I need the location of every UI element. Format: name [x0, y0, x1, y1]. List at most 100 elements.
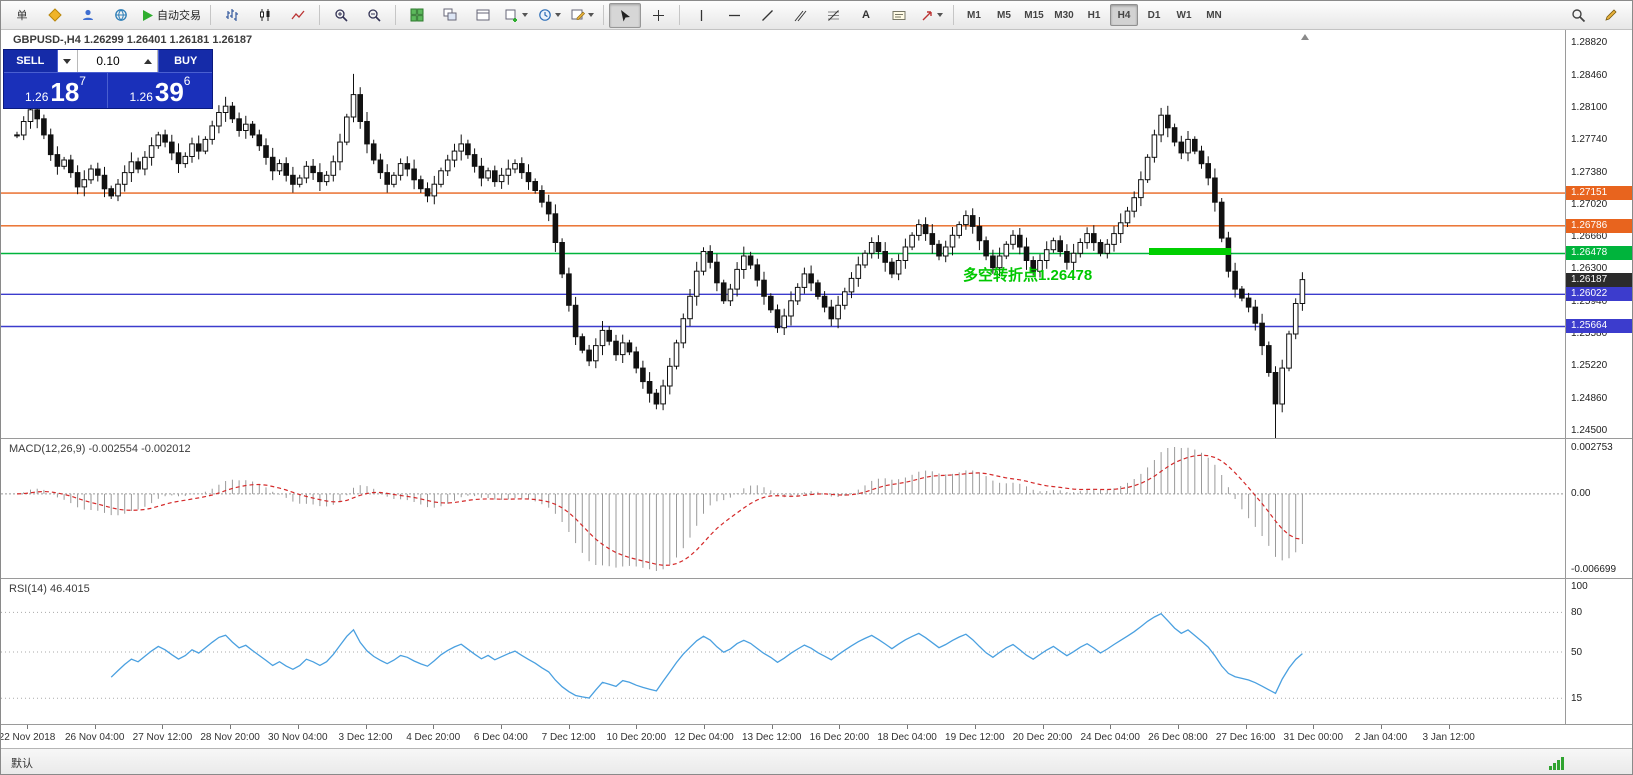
rsi-panel[interactable]: RSI(14) 46.4015	[1, 578, 1565, 724]
rsi-axis-label: 50	[1571, 647, 1583, 658]
timeframe-button-w1[interactable]: W1	[1176, 9, 1192, 21]
time-axis-tick	[1313, 725, 1315, 729]
cursor-tool-icon[interactable]	[609, 2, 641, 28]
level-price-tag: 1.26478	[1566, 246, 1632, 261]
autotrading-button[interactable]: 自动交易	[138, 3, 205, 28]
status-bar: 默认	[1, 748, 1632, 774]
sell-price-pip-digit: 7	[79, 74, 86, 88]
time-axis-tick	[297, 725, 299, 729]
period-button[interactable]	[533, 3, 565, 28]
timeframe-button-m1[interactable]: M1	[967, 9, 981, 21]
line-chart-icon[interactable]	[282, 3, 314, 28]
metaquotes-icon[interactable]	[39, 3, 71, 28]
price-axis-label: 1.26660	[1571, 231, 1608, 243]
chart-shift-marker-icon[interactable]	[1301, 34, 1309, 40]
chevron-down-icon	[587, 13, 594, 17]
timeframe-button-m30[interactable]: M30	[1054, 9, 1074, 21]
price-scale[interactable]: 1.28820 1.28460 1.28100 1.27740 1.27380 1.270…	[1565, 30, 1632, 438]
price-axis-label: 1.28100	[1571, 102, 1608, 113]
bar-chart-icon[interactable]	[216, 3, 248, 28]
zoom-in-icon[interactable]	[325, 3, 357, 28]
buy-price-display[interactable]: 1.26 39 6	[108, 73, 212, 108]
chevron-down-icon	[937, 13, 943, 17]
sell-price-big-digits: 18	[50, 77, 80, 107]
profiles-icon[interactable]	[72, 3, 104, 28]
level-price-tag: 1.26022	[1566, 287, 1632, 302]
rsi-scale[interactable]: 100 80 50 15	[1565, 578, 1632, 724]
tile-windows-icon[interactable]	[401, 3, 433, 28]
macd-axis-zero: 0.00	[1571, 487, 1591, 499]
macd-axis-max: 0.002753	[1571, 442, 1613, 453]
price-axis-label: 1.24860	[1571, 392, 1608, 404]
sell-price-prefix: 1.26	[25, 90, 49, 104]
toolbar-separator	[679, 5, 680, 25]
time-axis-label: 22 Nov 2018	[0, 732, 56, 743]
new-order-button[interactable]: 单	[16, 10, 28, 22]
time-axis-tick	[27, 725, 28, 729]
buy-button[interactable]: BUY	[158, 50, 212, 72]
time-axis[interactable]: 22 Nov 2018 26 Nov 04:00 27 Nov 12:00 28 No…	[0, 724, 1632, 748]
time-axis-label: 3 Jan 12:00	[1422, 732, 1475, 743]
time-axis-tick	[907, 725, 909, 729]
search-icon[interactable]	[1562, 3, 1594, 28]
time-axis-label: 2 Jan 04:00	[1354, 732, 1408, 743]
cascade-windows-icon[interactable]	[434, 3, 466, 28]
macd-label: MACD(12,26,9) -0.002554 -0.002012	[9, 443, 191, 455]
horizontal-line-tool-icon[interactable]	[718, 3, 750, 28]
time-axis-label: 30 Nov 04:00	[268, 732, 328, 743]
time-axis-tick	[94, 725, 96, 729]
time-axis-tick	[1110, 725, 1112, 729]
level-price-tag: 1.27151	[1566, 186, 1632, 201]
time-axis-tick	[704, 725, 705, 729]
macd-panel[interactable]: MACD(12,26,9) -0.002554 -0.002012	[1, 438, 1565, 578]
arrange-windows-icon[interactable]	[467, 3, 499, 28]
time-axis-label: 18 Dec 04:00	[877, 732, 937, 743]
timeframe-button-m5[interactable]: M5	[997, 9, 1011, 21]
lot-size-input[interactable]	[78, 50, 138, 72]
time-axis-label: 16 Dec 20:00	[809, 732, 870, 743]
arrows-tool-icon[interactable]	[916, 3, 948, 28]
timeframe-button-mn[interactable]: MN	[1206, 9, 1222, 21]
fibonacci-tool-icon[interactable]	[817, 3, 849, 28]
time-axis-label: 28 Nov 20:00	[200, 732, 260, 743]
time-axis-label: 27 Dec 16:00	[1215, 732, 1276, 743]
timeframe-button-m15[interactable]: M15	[1024, 9, 1044, 21]
sell-price-display[interactable]: 1.26 18 7	[4, 73, 108, 108]
channel-tool-icon[interactable]	[784, 3, 816, 28]
vertical-line-tool-icon[interactable]	[685, 3, 717, 28]
timeframe-button-h4[interactable]: H4	[1110, 4, 1138, 26]
chevron-down-icon	[63, 58, 72, 64]
candlestick-chart-icon[interactable]	[249, 3, 281, 28]
lot-increase-button[interactable]	[138, 50, 159, 72]
template-button[interactable]	[566, 3, 598, 28]
price-axis-label: 1.26300	[1571, 263, 1608, 275]
time-axis-tick	[839, 725, 841, 729]
edit-icon[interactable]	[1595, 3, 1627, 28]
community-icon[interactable]	[105, 3, 137, 28]
buy-price-pip-digit: 6	[183, 74, 191, 88]
time-axis-tick	[433, 725, 435, 729]
lot-decrease-button[interactable]	[57, 50, 78, 72]
sell-button[interactable]: SELL	[4, 50, 58, 72]
time-axis-label: 7 Dec 12:00	[541, 732, 596, 743]
toolbar-separator	[953, 5, 954, 25]
rsi-axis-label: 100	[1571, 581, 1588, 592]
time-axis-tick	[365, 725, 367, 729]
new-chart-button[interactable]	[500, 3, 532, 28]
time-axis-label: 20 Dec 20:00	[1012, 732, 1073, 743]
timeframe-button-d1[interactable]: D1	[1147, 9, 1161, 21]
rsi-label: RSI(14) 46.4015	[9, 583, 90, 595]
zoom-out-icon[interactable]	[358, 3, 390, 28]
autotrading-label: 自动交易	[157, 10, 201, 22]
label-tool-icon[interactable]	[883, 3, 915, 28]
main-chart-area[interactable]	[1, 30, 1565, 438]
trendline-tool-icon[interactable]	[751, 3, 783, 28]
text-tool-icon[interactable]: A	[862, 9, 870, 21]
price-axis-label: 1.27020	[1571, 198, 1608, 210]
crosshair-tool-icon[interactable]	[642, 3, 674, 28]
timeframe-button-h1[interactable]: H1	[1087, 9, 1101, 21]
macd-scale[interactable]: 0.002753 0.00 -0.006699	[1565, 438, 1632, 578]
time-axis-label: 26 Dec 08:00	[1148, 732, 1208, 743]
price-axis-label: 1.28820	[1571, 37, 1608, 49]
